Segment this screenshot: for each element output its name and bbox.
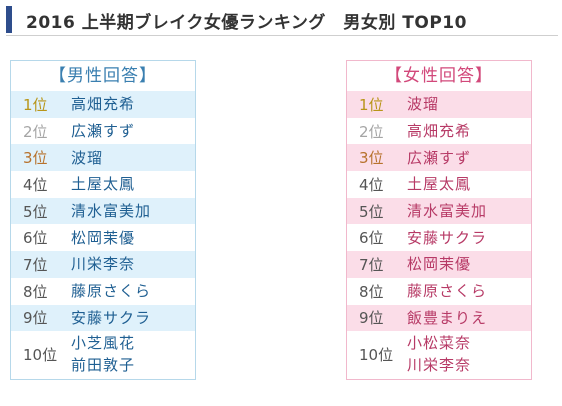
actress-name: 広瀬すず	[407, 148, 472, 167]
actress-names: 藤原さくら	[71, 280, 151, 302]
actress-name: 高畑充希	[71, 95, 136, 114]
page-title: 2016 上半期ブレイク女優ランキング 男女別 TOP10	[26, 13, 467, 33]
rank-label: 1位	[23, 95, 48, 114]
male-ranking-row: 3位 波瑠	[11, 144, 195, 172]
actress-name: 飯豊まりえ	[407, 308, 488, 327]
actress-name: 安藤サクラ	[71, 308, 152, 327]
female-ranking-row: 5位 清水富美加	[347, 197, 531, 225]
actress-names: 広瀬すず	[71, 120, 135, 142]
actress-name: 土屋太鳳	[71, 175, 136, 194]
actress-names: 藤原さくら	[407, 280, 487, 302]
actress-names: 波瑠	[407, 93, 439, 115]
male-panel-title: 【男性回答】	[49, 66, 157, 86]
female-panel-title: 【女性回答】	[385, 66, 493, 86]
actress-names: 広瀬すず	[407, 147, 471, 169]
actress-name: 清水富美加	[71, 202, 152, 221]
rank-label: 9位	[23, 309, 48, 328]
actress-name: 波瑠	[71, 148, 104, 167]
actress-name: 前田敦子	[71, 356, 136, 375]
actress-name: 高畑充希	[407, 122, 472, 141]
actress-name: 小松菜奈	[407, 334, 472, 353]
actress-name: 松岡茉優	[407, 255, 472, 274]
actress-names: 清水富美加	[71, 200, 151, 222]
actress-names: 清水富美加	[407, 200, 487, 222]
actress-name: 川栄李奈	[71, 255, 136, 274]
female-ranking-row: 3位 広瀬すず	[347, 144, 531, 172]
actress-names: 松岡茉優	[407, 253, 471, 275]
male-ranking-row: 1位 高畑充希	[11, 91, 195, 118]
male-ranking-row: 6位 松岡茉優	[11, 224, 195, 251]
rank-label: 10位	[23, 345, 58, 364]
rank-label: 10位	[359, 345, 394, 364]
male-ranking-row: 10位 小芝風花前田敦子	[11, 331, 195, 377]
rank-label: 4位	[23, 175, 48, 194]
female-ranking-row: 7位 松岡茉優	[347, 251, 531, 278]
rank-label: 8位	[359, 282, 384, 301]
rank-label: 6位	[359, 229, 384, 248]
rank-label: 2位	[359, 122, 384, 141]
female-ranking-row: 2位 高畑充希	[347, 118, 531, 145]
actress-names: 土屋太鳳	[407, 173, 471, 195]
actress-names: 高畑充希	[71, 93, 135, 115]
actress-names: 土屋太鳳	[71, 173, 135, 195]
female-ranking-row: 6位 安藤サクラ	[347, 224, 531, 251]
female-ranking-row: 1位 波瑠	[347, 91, 531, 118]
male-ranking-panel: 【男性回答】 1位 高畑充希 2位 広瀬すず 3位 波瑠 4位 土屋太鳳 5位 清水富美加 6位 松岡…	[10, 60, 196, 380]
actress-name: 藤原さくら	[407, 282, 488, 301]
male-ranking-row: 8位 藤原さくら	[11, 278, 195, 305]
actress-name: 松岡茉優	[71, 228, 136, 247]
female-ranking-row: 4位 土屋太鳳	[347, 171, 531, 198]
actress-name: 小芝風花	[71, 334, 136, 353]
actress-names: 高畑充希	[407, 120, 471, 142]
rank-label: 1位	[359, 95, 384, 114]
actress-names: 小芝風花 前田敦子	[71, 332, 135, 376]
actress-name: 藤原さくら	[71, 282, 152, 301]
actress-names: 安藤サクラ	[71, 307, 151, 329]
actress-names: 安藤サクラ	[407, 227, 487, 249]
female-ranking-list: 1位 波瑠 2位 高畑充希 3位 広瀬すず 4位 土屋太鳳 5位 清水富美加 6位 安藤サクラ 7位 松岡…	[347, 91, 531, 377]
rank-label: 4位	[359, 175, 384, 194]
actress-name: 波瑠	[407, 95, 440, 114]
actress-names: 松岡茉優	[71, 227, 135, 249]
rank-label: 3位	[23, 149, 48, 168]
male-ranking-row: 4位 土屋太鳳	[11, 171, 195, 198]
rank-label: 5位	[359, 202, 384, 221]
male-ranking-row: 7位 川栄李奈	[11, 251, 195, 278]
rank-label: 2位	[23, 122, 48, 141]
actress-names: 飯豊まりえ	[407, 307, 487, 329]
rank-label: 5位	[23, 202, 48, 221]
actress-names: 波瑠	[71, 147, 103, 169]
actress-names: 川栄李奈	[71, 253, 135, 275]
male-ranking-row: 5位 清水富美加	[11, 197, 195, 225]
male-ranking-list: 1位 高畑充希 2位 広瀬すず 3位 波瑠 4位 土屋太鳳 5位 清水富美加 6位 松岡茉優 7位 川栄李…	[11, 91, 195, 377]
female-ranking-row: 8位 藤原さくら	[347, 278, 531, 305]
actress-name: 土屋太鳳	[407, 175, 472, 194]
actress-name: 川栄李奈	[407, 356, 472, 375]
rank-label: 9位	[359, 309, 384, 328]
male-ranking-row: 9位 安藤サクラ	[11, 304, 195, 332]
rank-label: 7位	[359, 255, 384, 274]
actress-name: 安藤サクラ	[407, 228, 488, 247]
male-ranking-row: 2位 広瀬すず	[11, 118, 195, 145]
actress-names: 小松菜奈 川栄李奈	[407, 332, 471, 376]
rank-label: 3位	[359, 149, 384, 168]
female-ranking-row: 10位 小松菜奈川栄李奈	[347, 331, 531, 377]
rank-label: 6位	[23, 229, 48, 248]
header-accent-bar	[6, 6, 12, 33]
actress-name: 広瀬すず	[71, 122, 136, 141]
rank-label: 7位	[23, 255, 48, 274]
female-ranking-row: 9位 飯豊まりえ	[347, 304, 531, 332]
actress-name: 清水富美加	[407, 202, 488, 221]
page-header: 2016 上半期ブレイク女優ランキング 男女別 TOP10	[6, 6, 558, 36]
female-ranking-panel: 【女性回答】 1位 波瑠 2位 高畑充希 3位 広瀬すず 4位 土屋太鳳 5位 清水富美加 6位 安藤…	[346, 60, 532, 380]
rank-label: 8位	[23, 282, 48, 301]
